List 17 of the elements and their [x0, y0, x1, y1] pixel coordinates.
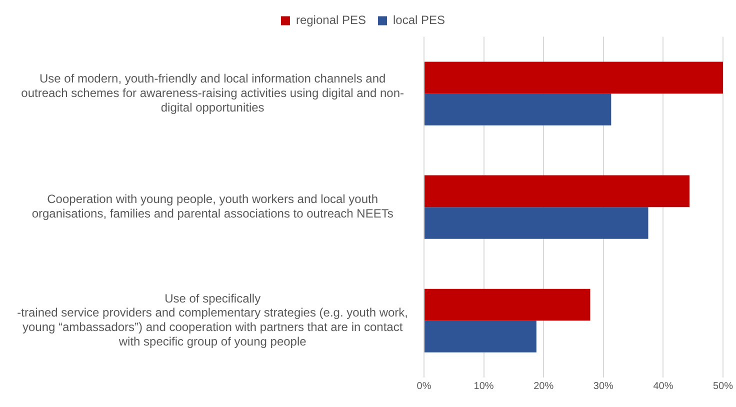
- y-tick-label: Use of specifically -trained service providers and complementary strategies (e.g. youth work, young “ambassadors”) and cooperation with partners that are in contact with specific group of young people: [17, 291, 408, 349]
- y-tick-label: Cooperation with young people, youth workers and local youth organisations, families and parental associations to outreach NEETs: [32, 192, 394, 221]
- y-tick-label: Use of modern, youth-friendly and local information channels and outreach schemes for awareness-raising activities using digital and non- digital opportunities: [21, 71, 404, 114]
- x-tick-label: 30%: [593, 381, 614, 392]
- bar: [424, 207, 648, 239]
- bar: [424, 320, 536, 352]
- x-tick-label: 0%: [416, 381, 432, 392]
- x-tick-label: 10%: [474, 381, 494, 392]
- bar: [424, 94, 612, 126]
- bar: [424, 175, 690, 208]
- legend-label: local PES: [393, 13, 446, 28]
- bar: [424, 62, 723, 94]
- x-tick-label: 40%: [653, 381, 674, 392]
- x-tick-label: 50%: [712, 381, 734, 392]
- legend-label: regional PES: [296, 13, 366, 28]
- x-tick-label: 20%: [534, 381, 554, 392]
- bar: [424, 288, 590, 321]
